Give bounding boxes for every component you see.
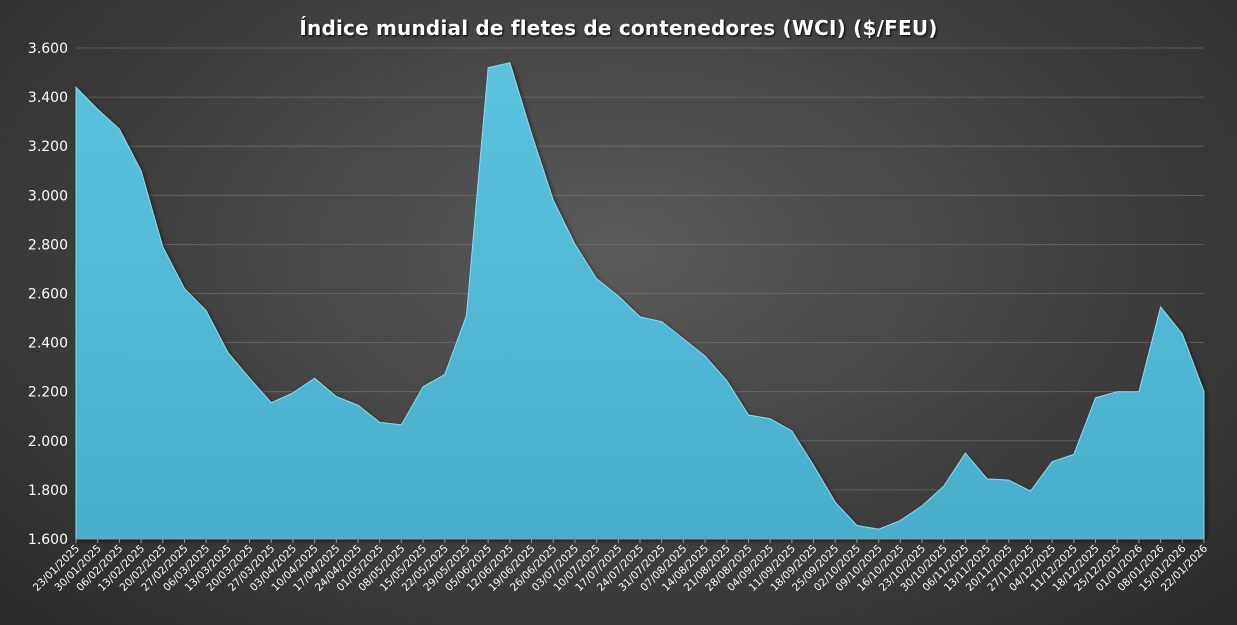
y-tick-label: 2.600 [28,287,68,303]
area-series [75,62,1205,540]
y-tick-label: 1.800 [28,483,68,499]
x-axis-ticks: 23/01/202530/01/202506/02/202513/02/2025… [31,539,1210,594]
chart-title: Índice mundial de fletes de contenedores… [299,16,938,40]
y-tick-label: 2.200 [28,385,68,401]
y-tick-label: 2.800 [28,237,68,253]
area-fill [75,62,1205,540]
y-tick-label: 3.000 [28,188,68,204]
y-tick-label: 1.600 [28,532,68,548]
y-tick-label: 3.400 [28,90,68,106]
y-tick-label: 3.200 [28,139,68,155]
y-axis-ticks: 1.600 1.800 2.000 2.200 2.400 2.600 2.800 3.000… [28,41,68,548]
y-tick-label: 3.600 [28,41,68,57]
y-tick-label: 2.400 [28,336,68,352]
y-tick-label: 2.000 [28,434,68,450]
